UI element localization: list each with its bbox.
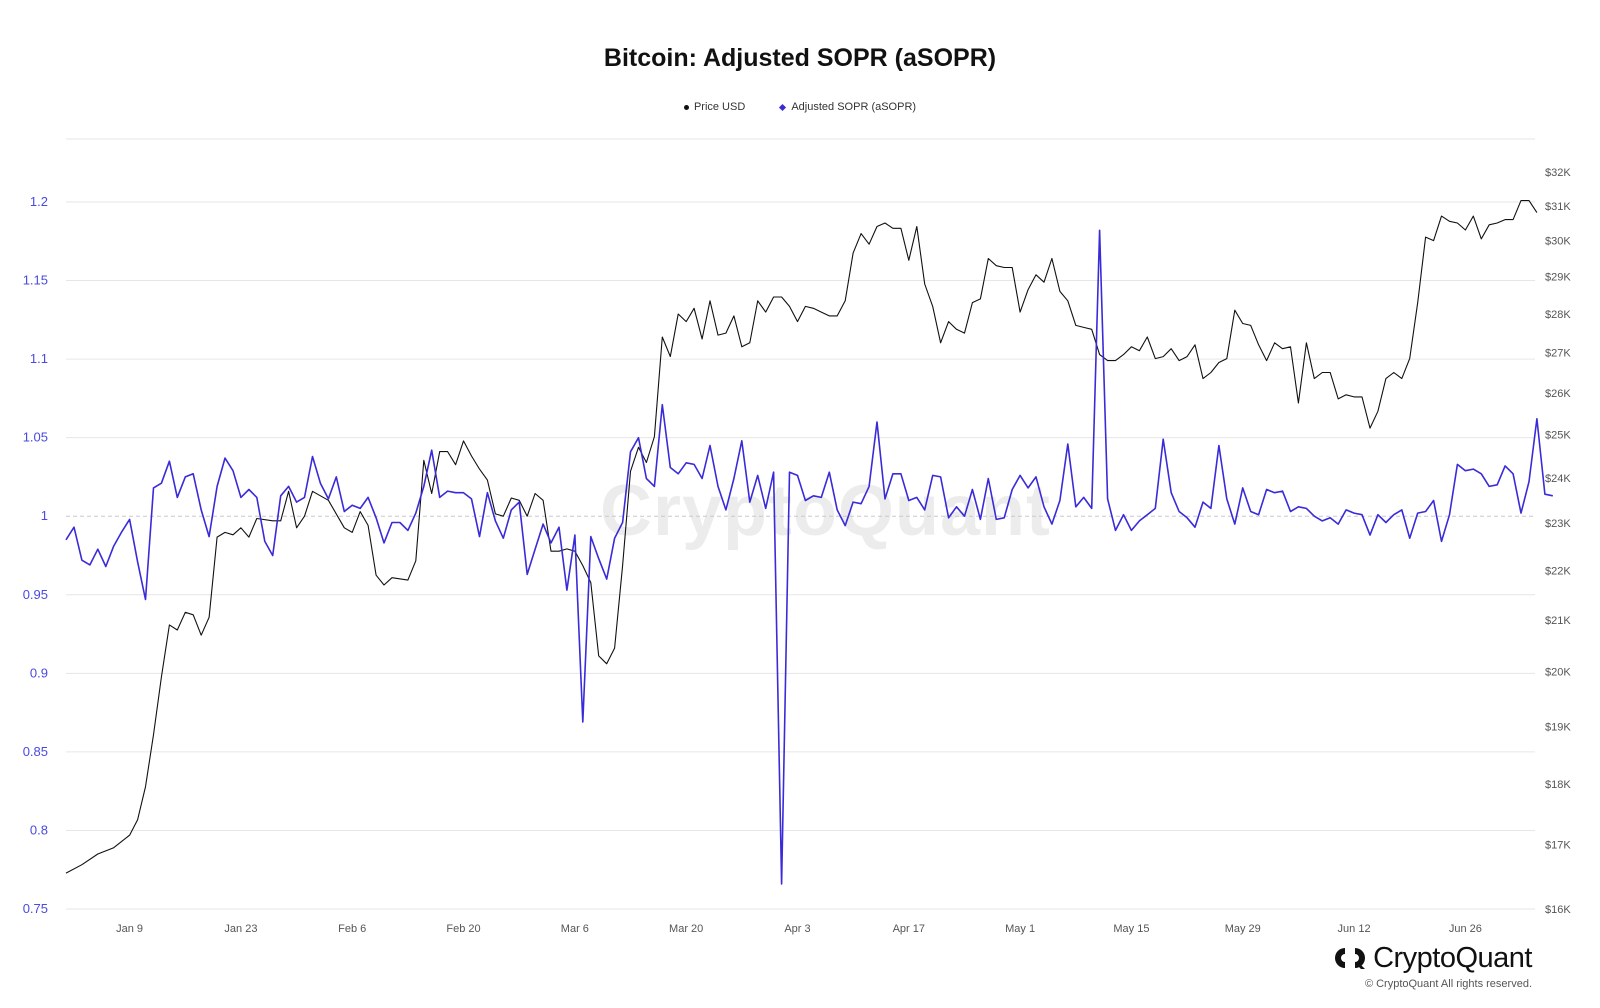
- x-tick-label-12: Jun 26: [1449, 923, 1482, 935]
- left-tick-label-8: 1.15: [23, 273, 48, 288]
- right-tick-label-16: $32K: [1545, 167, 1571, 179]
- legend-label-asopr: Adjusted SOPR (aSOPR): [791, 101, 917, 113]
- x-tick-label-2: Feb 6: [338, 923, 366, 935]
- left-tick-label-6: 1.05: [23, 430, 48, 445]
- chart-title: Bitcoin: Adjusted SOPR (aSOPR): [603, 44, 997, 72]
- right-tick-label-11: $27K: [1545, 348, 1571, 360]
- left-tick-label-0: 0.75: [23, 901, 48, 916]
- x-tick-label-4: Mar 6: [561, 923, 589, 935]
- right-tick-label-2: $18K: [1545, 779, 1571, 791]
- left-tick-label-4: 0.95: [23, 587, 48, 602]
- legend-label-price: Price USD: [693, 101, 746, 113]
- right-tick-label-0: $16K: [1545, 904, 1571, 916]
- left-tick-label-5: 1: [41, 508, 48, 523]
- brand-logo-text: CryptoQuant: [1373, 942, 1532, 974]
- right-tick-label-13: $29K: [1545, 272, 1571, 284]
- right-tick-label-15: $31K: [1545, 201, 1571, 213]
- right-tick-label-12: $28K: [1545, 309, 1571, 321]
- cryptoquant-logo-icon: [1333, 945, 1367, 969]
- left-tick-label-2: 0.85: [23, 744, 48, 759]
- chart-legend: Price USD Adjusted SOPR (aSOPR): [0, 101, 1600, 113]
- legend-item-price[interactable]: Price USD: [683, 101, 746, 113]
- right-tick-label-4: $20K: [1545, 667, 1571, 679]
- x-tick-label-8: May 1: [1005, 923, 1035, 935]
- brand-logo[interactable]: CryptoQuant: [1333, 942, 1532, 975]
- right-tick-label-5: $21K: [1545, 615, 1571, 627]
- legend-item-asopr[interactable]: Adjusted SOPR (aSOPR): [779, 101, 917, 113]
- left-tick-label-3: 0.9: [30, 665, 48, 680]
- right-tick-label-8: $24K: [1545, 473, 1571, 485]
- right-tick-label-7: $23K: [1545, 518, 1571, 530]
- x-tick-label-9: May 15: [1113, 923, 1149, 935]
- x-tick-label-0: Jan 9: [116, 923, 143, 935]
- right-tick-label-6: $22K: [1545, 565, 1571, 577]
- right-tick-label-10: $26K: [1545, 388, 1571, 400]
- x-tick-label-10: May 29: [1225, 923, 1261, 935]
- x-tick-label-7: Apr 17: [893, 923, 925, 935]
- left-tick-label-9: 1.2: [30, 194, 48, 209]
- left-tick-label-1: 0.8: [30, 822, 48, 837]
- legend-dot-icon: [683, 104, 689, 110]
- x-tick-label-1: Jan 23: [224, 923, 257, 935]
- right-tick-label-3: $19K: [1545, 721, 1571, 733]
- left-tick-label-7: 1.1: [30, 351, 48, 366]
- right-tick-label-1: $17K: [1545, 840, 1571, 852]
- x-tick-label-6: Apr 3: [784, 923, 810, 935]
- copyright-text: © CryptoQuant All rights reserved.: [1364, 978, 1532, 990]
- x-tick-label-11: Jun 12: [1338, 923, 1371, 935]
- right-tick-label-9: $25K: [1545, 429, 1571, 441]
- series-line-asopr: [65, 229, 1553, 885]
- x-tick-label-5: Mar 20: [669, 923, 703, 935]
- series-line-price: [65, 200, 1538, 874]
- right-tick-label-14: $30K: [1545, 236, 1571, 248]
- x-tick-label-3: Feb 20: [446, 923, 480, 935]
